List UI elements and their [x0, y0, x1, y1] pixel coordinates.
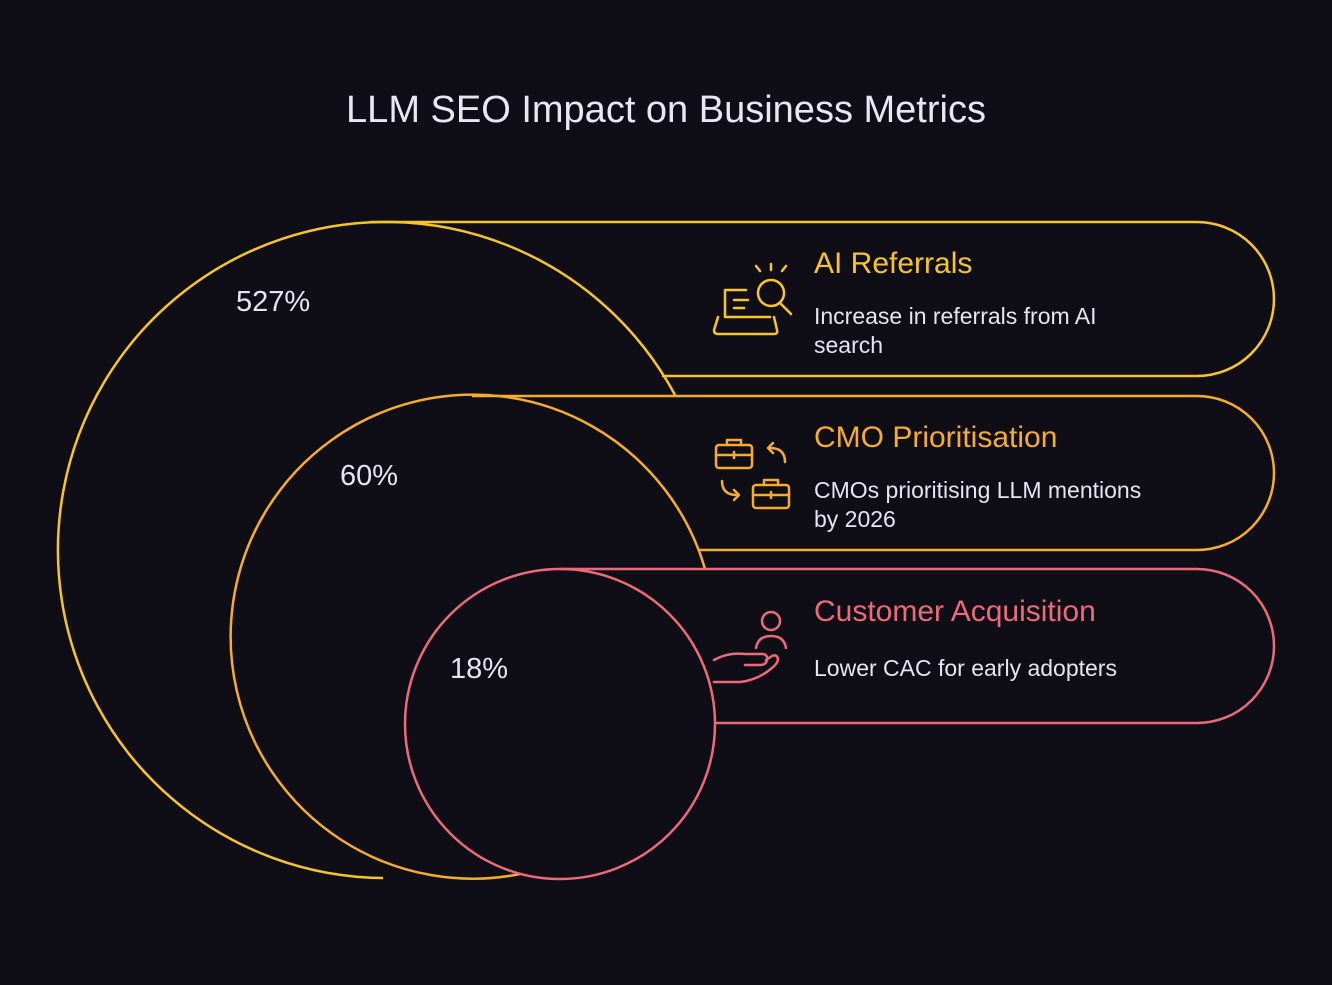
cmo-prioritisation-pill	[472, 394, 1276, 552]
cmo-prioritisation-title: CMO Prioritisation	[814, 421, 1057, 454]
cmo-prioritisation-description-line-1: CMOs prioritising LLM mentions	[814, 477, 1141, 503]
ai-referrals-title: AI Referrals	[814, 247, 972, 280]
customer-acquisition-title: Customer Acquisition	[814, 595, 1096, 628]
ai-referrals-pill	[370, 220, 1276, 378]
laptop-search-icon	[712, 262, 793, 336]
customer-acquisition-pill	[560, 567, 1276, 725]
customer-acquisition-description-line-1: Lower CAC for early adopters	[814, 655, 1117, 681]
ai-referrals-description-line-2: search	[814, 332, 883, 358]
ai-referrals-circle	[56, 220, 677, 880]
ai-referrals-value: 527%	[236, 286, 310, 318]
page-title: LLM SEO Impact on Business Metrics	[346, 89, 986, 131]
metric-customer-acquisition: 18% Customer Acquisition Lower CAC for e…	[403, 567, 1276, 881]
ai-referrals-description-line-1: Increase in referrals from AI	[814, 303, 1097, 329]
metric-cmo-prioritisation: 60% CMO Prioritisation CMOs prioritising…	[229, 393, 1276, 880]
cmo-prioritisation-value: 60%	[340, 460, 398, 492]
briefcase-swap-icon	[714, 438, 791, 510]
customer-acquisition-value: 18%	[450, 653, 508, 685]
cmo-prioritisation-description-line-2: by 2026	[814, 506, 896, 532]
hand-person-icon	[712, 610, 788, 684]
metric-ai-referrals: 527% AI Referrals Increase in referrals …	[56, 220, 1276, 880]
cmo-prioritisation-circle	[229, 393, 707, 880]
